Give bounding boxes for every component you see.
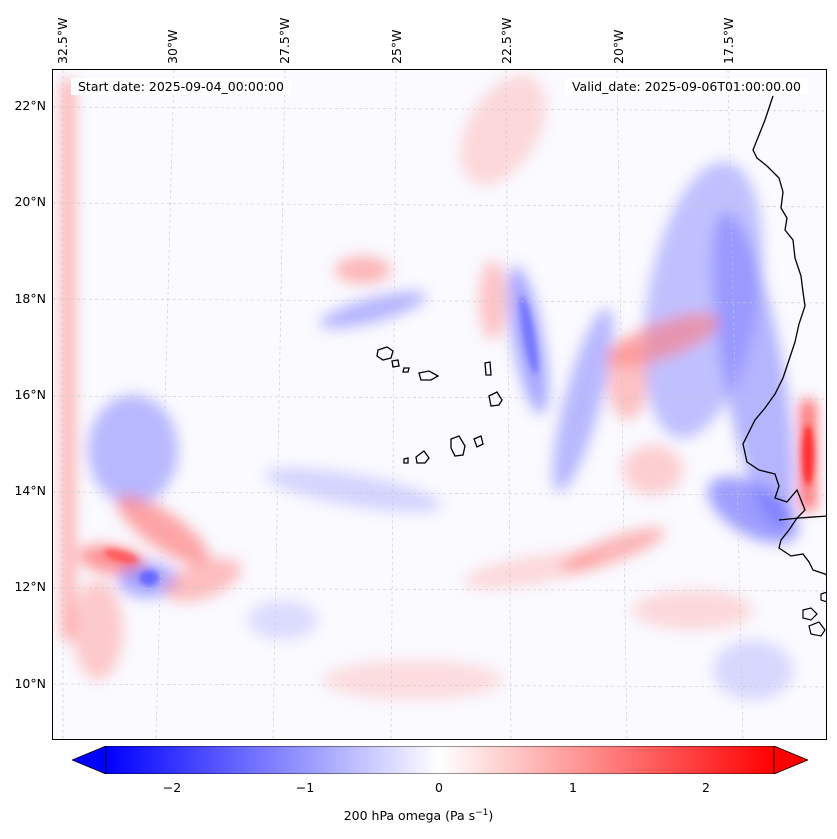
map-panel: Start date: 2025-09-04_00:00:00 Valid_da…: [52, 69, 827, 740]
coast-islands-south: [802, 607, 826, 637]
colorbar-body: [105, 746, 775, 774]
lon-tick-27-5w: 27.5°W: [277, 17, 292, 64]
colorbar-label-close: ): [488, 808, 494, 824]
lon-tick-22-5w: 22.5°W: [499, 17, 514, 64]
colorbar-tick-0: 0: [435, 780, 443, 795]
lat-tick-20n: 20°N: [14, 194, 46, 209]
lat-tick-14n: 14°N: [14, 483, 46, 498]
colorbar-label-exponent: −1: [475, 808, 489, 818]
colorbar-tick-neg2: −2: [162, 780, 182, 795]
colorbar-extend-max: [773, 746, 808, 774]
colorbar: [72, 746, 808, 774]
lat-tick-16n: 16°N: [14, 387, 46, 402]
gambia-coast: [778, 515, 826, 521]
lon-tick-25w: 25°W: [389, 29, 404, 64]
lat-tick-12n: 12°N: [14, 579, 46, 594]
colorbar-extend-min: [72, 746, 107, 774]
colorbar-label-text: 200 hPa omega (Pa s: [343, 808, 476, 824]
omega-shading: [61, 75, 815, 700]
lat-tick-22n: 22°N: [14, 98, 46, 113]
omega-shading-detail: [103, 295, 814, 586]
valid-date-label: Valid_date: 2025-09-06T01:00:00.00: [564, 78, 808, 95]
lon-tick-17-5w: 17.5°W: [721, 17, 736, 64]
colorbar-label: 200 hPa omega (Pa s−1): [0, 808, 837, 823]
cape-verde-islands: [376, 346, 503, 464]
lon-tick-32-5w: 32.5°W: [55, 17, 70, 64]
lon-tick-30w: 30°W: [165, 29, 180, 64]
graticule: [53, 70, 826, 739]
africa-coastline: [742, 95, 826, 576]
colorbar-tick-1: 1: [569, 780, 577, 795]
start-date-label: Start date: 2025-09-04_00:00:00: [71, 78, 291, 95]
lat-tick-18n: 18°N: [14, 291, 46, 306]
colorbar-tick-neg1: −1: [295, 780, 315, 795]
coast-islet-east: [820, 591, 826, 603]
colorbar-tick-2: 2: [702, 780, 710, 795]
lat-tick-10n: 10°N: [14, 676, 46, 691]
omega-field-map: [53, 70, 826, 739]
lon-tick-20w: 20°W: [611, 29, 626, 64]
